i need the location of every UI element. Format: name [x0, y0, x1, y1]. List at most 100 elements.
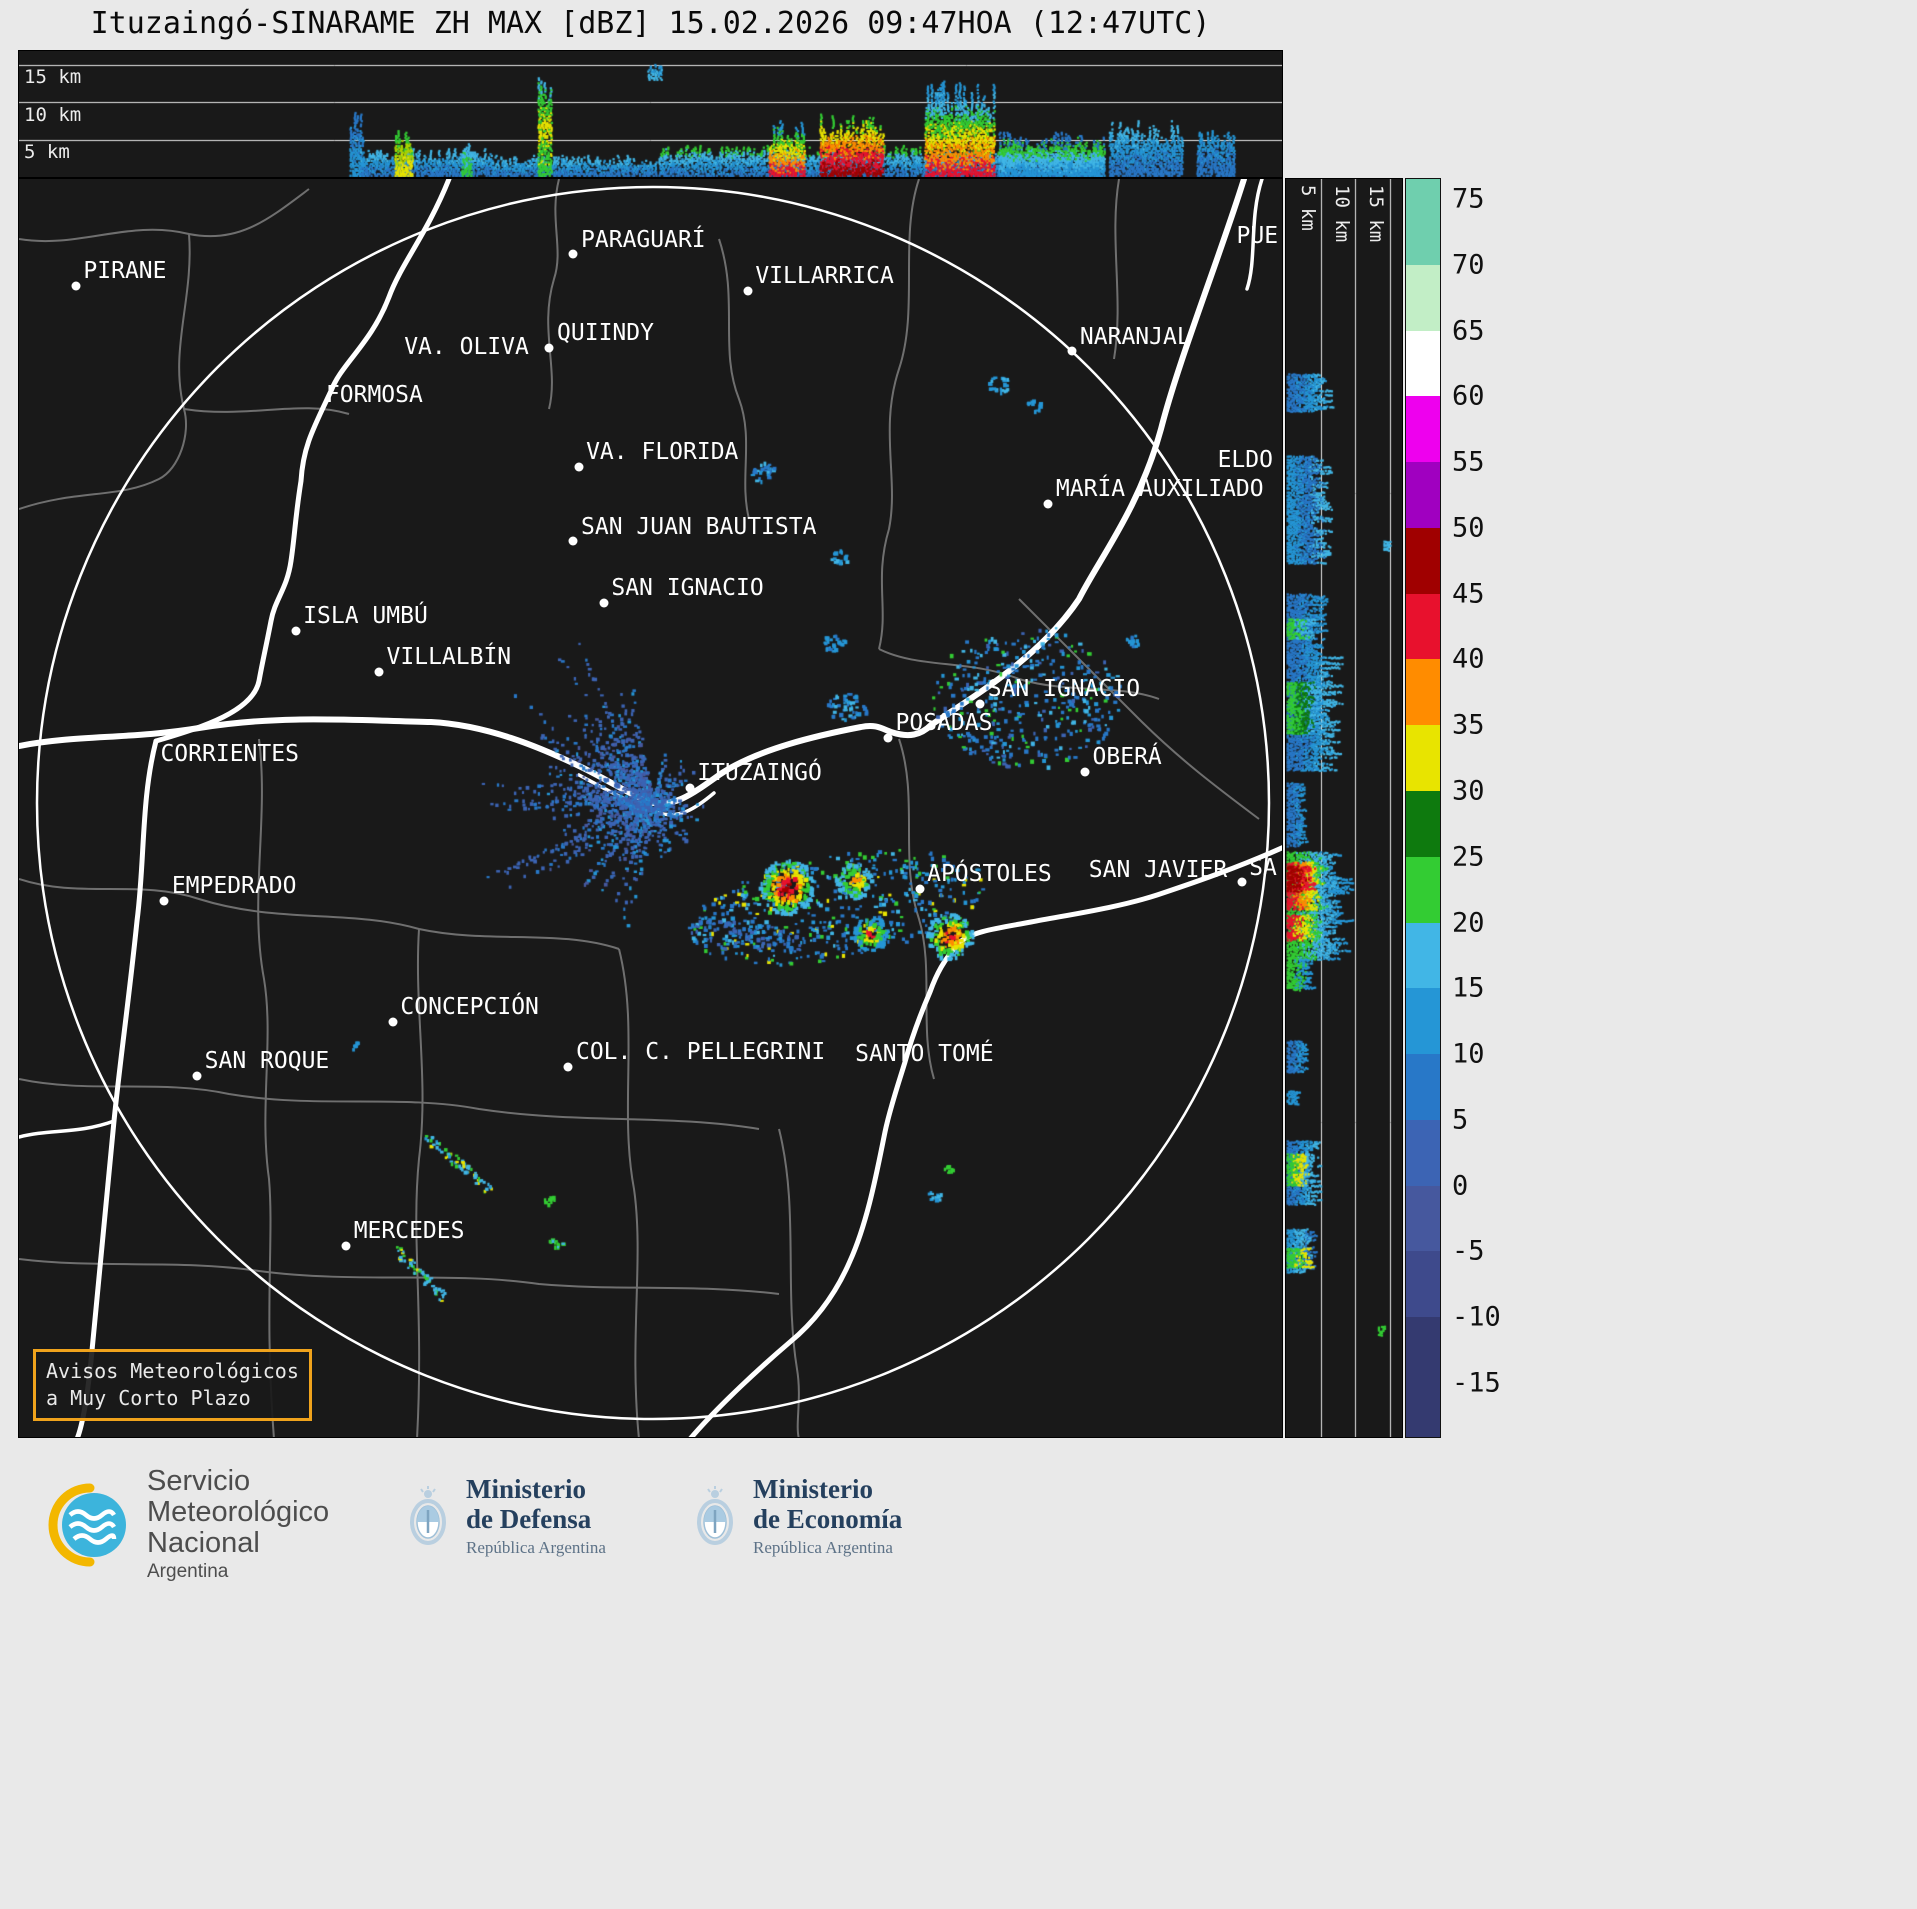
- colorbar-segment: [1406, 1185, 1440, 1252]
- colorbar-segment: [1406, 330, 1440, 397]
- argentina-coat-of-arms-icon: [697, 1486, 733, 1545]
- city-dot: [1080, 767, 1090, 777]
- colorbar-tick-label: 50: [1452, 512, 1485, 544]
- city-label: EMPEDRADO: [171, 873, 297, 900]
- city-dot: [341, 1241, 351, 1251]
- city-label: VA. OLIVA: [404, 333, 529, 360]
- city-label: VA. FLORIDA: [586, 439, 739, 466]
- colorbar-segment: [1406, 1119, 1440, 1187]
- city-label: SAN JAVIER: [1088, 857, 1228, 884]
- colorbar-tick-label: 30: [1452, 775, 1485, 807]
- smn-country-label: Argentina: [147, 1561, 229, 1582]
- city-dot: [568, 536, 578, 546]
- colorbar-segment: [1406, 396, 1440, 463]
- colorbar-tick-label: 10: [1452, 1038, 1485, 1070]
- colorbar-tick-label: 60: [1452, 380, 1485, 412]
- colorbar-segment: [1406, 593, 1440, 660]
- colorbar-segment: [1406, 988, 1440, 1055]
- axis-label-5km-vertical: 5 km: [1297, 185, 1319, 231]
- colorbar-tick-label: -15: [1452, 1367, 1501, 1399]
- city-label: SA: [1249, 854, 1277, 881]
- city-dot: [574, 462, 583, 472]
- city-dot: [159, 896, 169, 906]
- city-label: QUIINDY: [557, 319, 654, 346]
- city-label: PIRANE: [83, 258, 167, 285]
- city-label: NARANJAL: [1079, 323, 1191, 350]
- economia-title-line2: de Economía: [753, 1504, 903, 1534]
- colorbar-tick-label: 45: [1452, 578, 1485, 610]
- colorbar-segment: [1406, 462, 1440, 529]
- colorbar-tick-label: 0: [1452, 1170, 1469, 1202]
- colorbar-segment: [1406, 922, 1440, 989]
- colorbar-segment: [1406, 527, 1440, 595]
- colorbar-tick-label: 40: [1452, 643, 1485, 675]
- colorbar-tick-label: 35: [1452, 709, 1485, 741]
- city-dot: [685, 783, 695, 793]
- page-title: Ituzaingó-SINARAME ZH MAX [dBZ] 15.02.20…: [90, 6, 1211, 41]
- city-label: PARAGUARÍ: [581, 226, 706, 253]
- city-label: SAN IGNACIO: [987, 675, 1141, 702]
- axis-label-15km: 15 km: [24, 66, 82, 88]
- colorbar-tick-label: 70: [1452, 249, 1485, 281]
- colorbar-segment: [1406, 659, 1440, 726]
- ministerio-economia-block: Ministerio de Economía República Argenti…: [692, 1474, 902, 1558]
- axis-label-5km: 5 km: [24, 141, 70, 163]
- city-label: COL. C. PELLEGRINI: [575, 1039, 826, 1066]
- city-dot: [975, 699, 985, 709]
- colorbar-tick-label: 75: [1452, 183, 1485, 215]
- city-dot: [71, 281, 81, 291]
- city-label: POSADAS: [895, 709, 993, 736]
- colorbar-tick-label: 15: [1452, 972, 1485, 1004]
- smn-name-line1: Servicio: [147, 1465, 251, 1497]
- radar-map-panel: PIRANE PARAGUARÍ VILLARRICA VA. OLIVA QUIIND…: [18, 178, 1283, 1438]
- city-dot: [1067, 346, 1077, 356]
- colorbar-segment: [1406, 199, 1440, 266]
- footer: Servicio Meteorológico Nacional Argentin…: [0, 1458, 1917, 1608]
- ministerio-defensa-block: Ministerio de Defensa República Argentin…: [405, 1474, 606, 1558]
- city-label: SAN ROQUE: [204, 1048, 330, 1075]
- economia-subtitle: República Argentina: [753, 1538, 893, 1557]
- economia-title-line1: Ministerio: [753, 1474, 873, 1504]
- city-dot: [563, 1062, 573, 1072]
- smn-logo: [48, 1483, 126, 1566]
- city-label-layer: PIRANE PARAGUARÍ VILLARRICA VA. OLIVA QUIIND…: [19, 179, 1282, 1437]
- city-label: CORRIENTES: [160, 741, 299, 768]
- colorbar-tick-label: 20: [1452, 907, 1485, 939]
- smn-name-line2: Meteorológico: [147, 1496, 330, 1528]
- colorbar-segment: [1406, 1251, 1440, 1318]
- city-label: SAN IGNACIO: [611, 575, 764, 602]
- city-dot: [743, 286, 753, 296]
- defensa-title-line2: de Defensa: [466, 1504, 592, 1534]
- weather-warning-notice: Avisos Meteorológicos a Muy Corto Plazo: [33, 1349, 312, 1421]
- colorbar-tick-label: 65: [1452, 315, 1485, 347]
- colorbar-segment: [1406, 856, 1440, 924]
- city-dot: [883, 733, 893, 743]
- colorbar-segment: [1406, 1054, 1440, 1121]
- top-cross-section-canvas: [19, 51, 1282, 177]
- notice-line-1: Avisos Meteorológicos: [46, 1359, 299, 1383]
- city-label: MARÍA AUXILIADO: [1055, 475, 1264, 502]
- city-label: SANTO TOMÉ: [855, 1040, 994, 1067]
- city-label: SAN JUAN BAUTISTA: [581, 513, 817, 540]
- city-dot: [192, 1071, 202, 1081]
- colorbar-segment: [1406, 725, 1440, 792]
- colorbar-extend-bottom: [1406, 1383, 1440, 1437]
- colorbar-segment: [1406, 791, 1440, 858]
- colorbar-tick-label: 25: [1452, 841, 1485, 873]
- city-label: ISLA UMBÚ: [303, 602, 428, 629]
- right-cross-section-canvas: [1286, 179, 1402, 1437]
- city-dot: [544, 343, 554, 353]
- city-dot: [388, 1017, 398, 1027]
- colorbar-tick-label: -5: [1452, 1235, 1485, 1267]
- city-dot: [599, 598, 609, 608]
- defensa-title-line1: Ministerio: [466, 1474, 586, 1504]
- top-cross-section-panel: 15 km 10 km 5 km: [18, 50, 1283, 178]
- colorbar-segment: [1406, 264, 1440, 332]
- city-label: VILLALBÍN: [386, 644, 512, 671]
- axis-label-10km: 10 km: [24, 104, 82, 126]
- axis-label-15km-vertical: 15 km: [1365, 185, 1387, 243]
- colorbar-segment: [1406, 1317, 1440, 1384]
- radar-echo-canvas: [19, 179, 1282, 1437]
- city-label: ITUZAINGÓ: [697, 760, 822, 787]
- city-dot: [1043, 499, 1053, 509]
